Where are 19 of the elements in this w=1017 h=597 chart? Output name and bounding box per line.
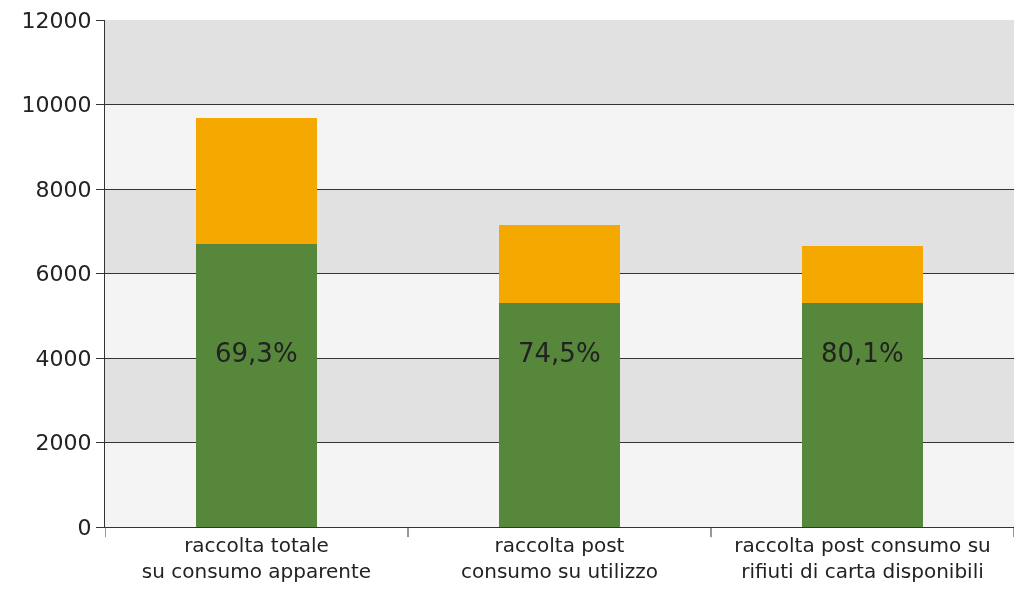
y-tick-label: 10000 [21,92,92,118]
bar [498,303,621,527]
y-tick-label: 12000 [21,7,92,33]
y-tick-label: 2000 [35,430,92,456]
y-tick-label: 0 [77,514,92,540]
annotation: 74,5% [518,338,601,368]
bar [195,243,318,527]
bar [801,303,924,527]
x-tick-label: raccolta totale su consumo apparente [141,533,372,583]
annotation: 80,1% [821,338,904,368]
y-tick-label: 4000 [35,345,92,371]
bar [498,225,621,304]
y-tick-label: 8000 [35,176,92,202]
x-tick-label: raccolta post consumo su rifiuti di carta disponibili [734,533,991,583]
y-tick-label: 6000 [35,261,92,287]
bar [801,246,924,304]
x-tick-label: raccolta post consumo su utilizzo [461,533,658,583]
annotation: 69,3% [215,338,298,368]
bar [195,118,318,244]
